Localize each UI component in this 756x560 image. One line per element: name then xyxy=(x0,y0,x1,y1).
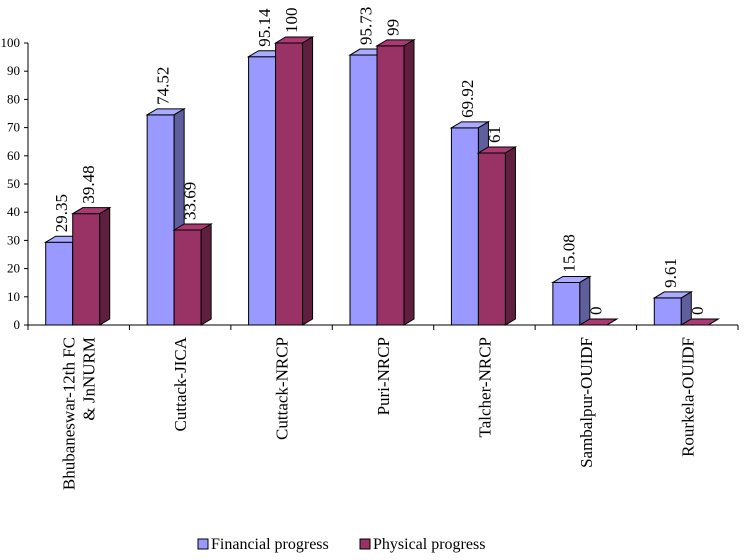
category-label: Talcher-NRCP xyxy=(475,337,494,437)
data-label: 29.35 xyxy=(52,194,71,232)
y-tick-label: 10 xyxy=(7,289,20,304)
bar-financial xyxy=(349,54,378,326)
data-label: 33.69 xyxy=(181,182,200,220)
legend-label: Financial progress xyxy=(211,536,329,553)
y-tick-label: 0 xyxy=(14,317,21,332)
y-tick-label: 20 xyxy=(7,261,20,276)
data-label: 69.92 xyxy=(458,80,477,118)
y-tick-label: 70 xyxy=(7,120,20,135)
category-label: Cuttack-JICA xyxy=(171,336,190,431)
bar-side-face xyxy=(579,275,591,326)
y-tick-label: 100 xyxy=(1,35,21,50)
bar-physical xyxy=(275,42,304,326)
y-tick-label: 90 xyxy=(7,63,20,78)
bar-side-face xyxy=(708,318,719,326)
bar-physical xyxy=(477,152,506,326)
bar-physical xyxy=(72,213,101,326)
data-label: 39.48 xyxy=(79,165,98,203)
bar-financial xyxy=(552,281,581,326)
bar-side-face xyxy=(302,36,314,326)
bar-side-face xyxy=(99,206,111,326)
legend-label: Physical progress xyxy=(373,536,485,553)
bar-financial xyxy=(450,127,479,326)
category-label: Bhubaneswar-12th FC& JnNURM xyxy=(60,337,99,490)
data-label: 0 xyxy=(688,307,707,316)
legend-swatch-physical xyxy=(359,538,371,550)
y-tick-label: 30 xyxy=(7,232,20,247)
data-label: 100 xyxy=(282,8,301,34)
category-label: Cuttack-NRCP xyxy=(273,337,292,440)
y-tick-label: 60 xyxy=(7,148,20,163)
category-label: Rourkela-OUIDF xyxy=(678,337,697,457)
bar-financial xyxy=(45,241,74,326)
bar-side-face xyxy=(504,146,516,326)
data-label: 61 xyxy=(485,126,504,143)
bar-financial xyxy=(248,56,277,326)
category-label: Sambalpur-OUIDF xyxy=(577,337,596,468)
bar-financial xyxy=(653,297,682,326)
y-tick-label: 40 xyxy=(7,204,20,219)
bar-financial xyxy=(146,114,175,326)
data-label: 95.73 xyxy=(357,7,376,45)
bar-physical xyxy=(376,45,405,326)
data-label: 99 xyxy=(384,19,403,36)
data-label: 9.61 xyxy=(661,258,680,288)
data-label: 15.08 xyxy=(559,234,578,272)
data-label: 0 xyxy=(586,307,605,316)
legend-swatch-financial xyxy=(197,538,209,550)
bar-side-face xyxy=(403,38,415,326)
bar-physical xyxy=(173,229,202,326)
data-label: 74.52 xyxy=(154,67,173,105)
y-tick-label: 80 xyxy=(7,91,20,106)
y-tick-label: 50 xyxy=(7,176,20,191)
bar-side-face xyxy=(606,318,618,326)
data-label: 95.14 xyxy=(255,8,274,47)
category-label: Puri-NRCP xyxy=(374,337,393,415)
bar-side-face xyxy=(200,223,212,326)
